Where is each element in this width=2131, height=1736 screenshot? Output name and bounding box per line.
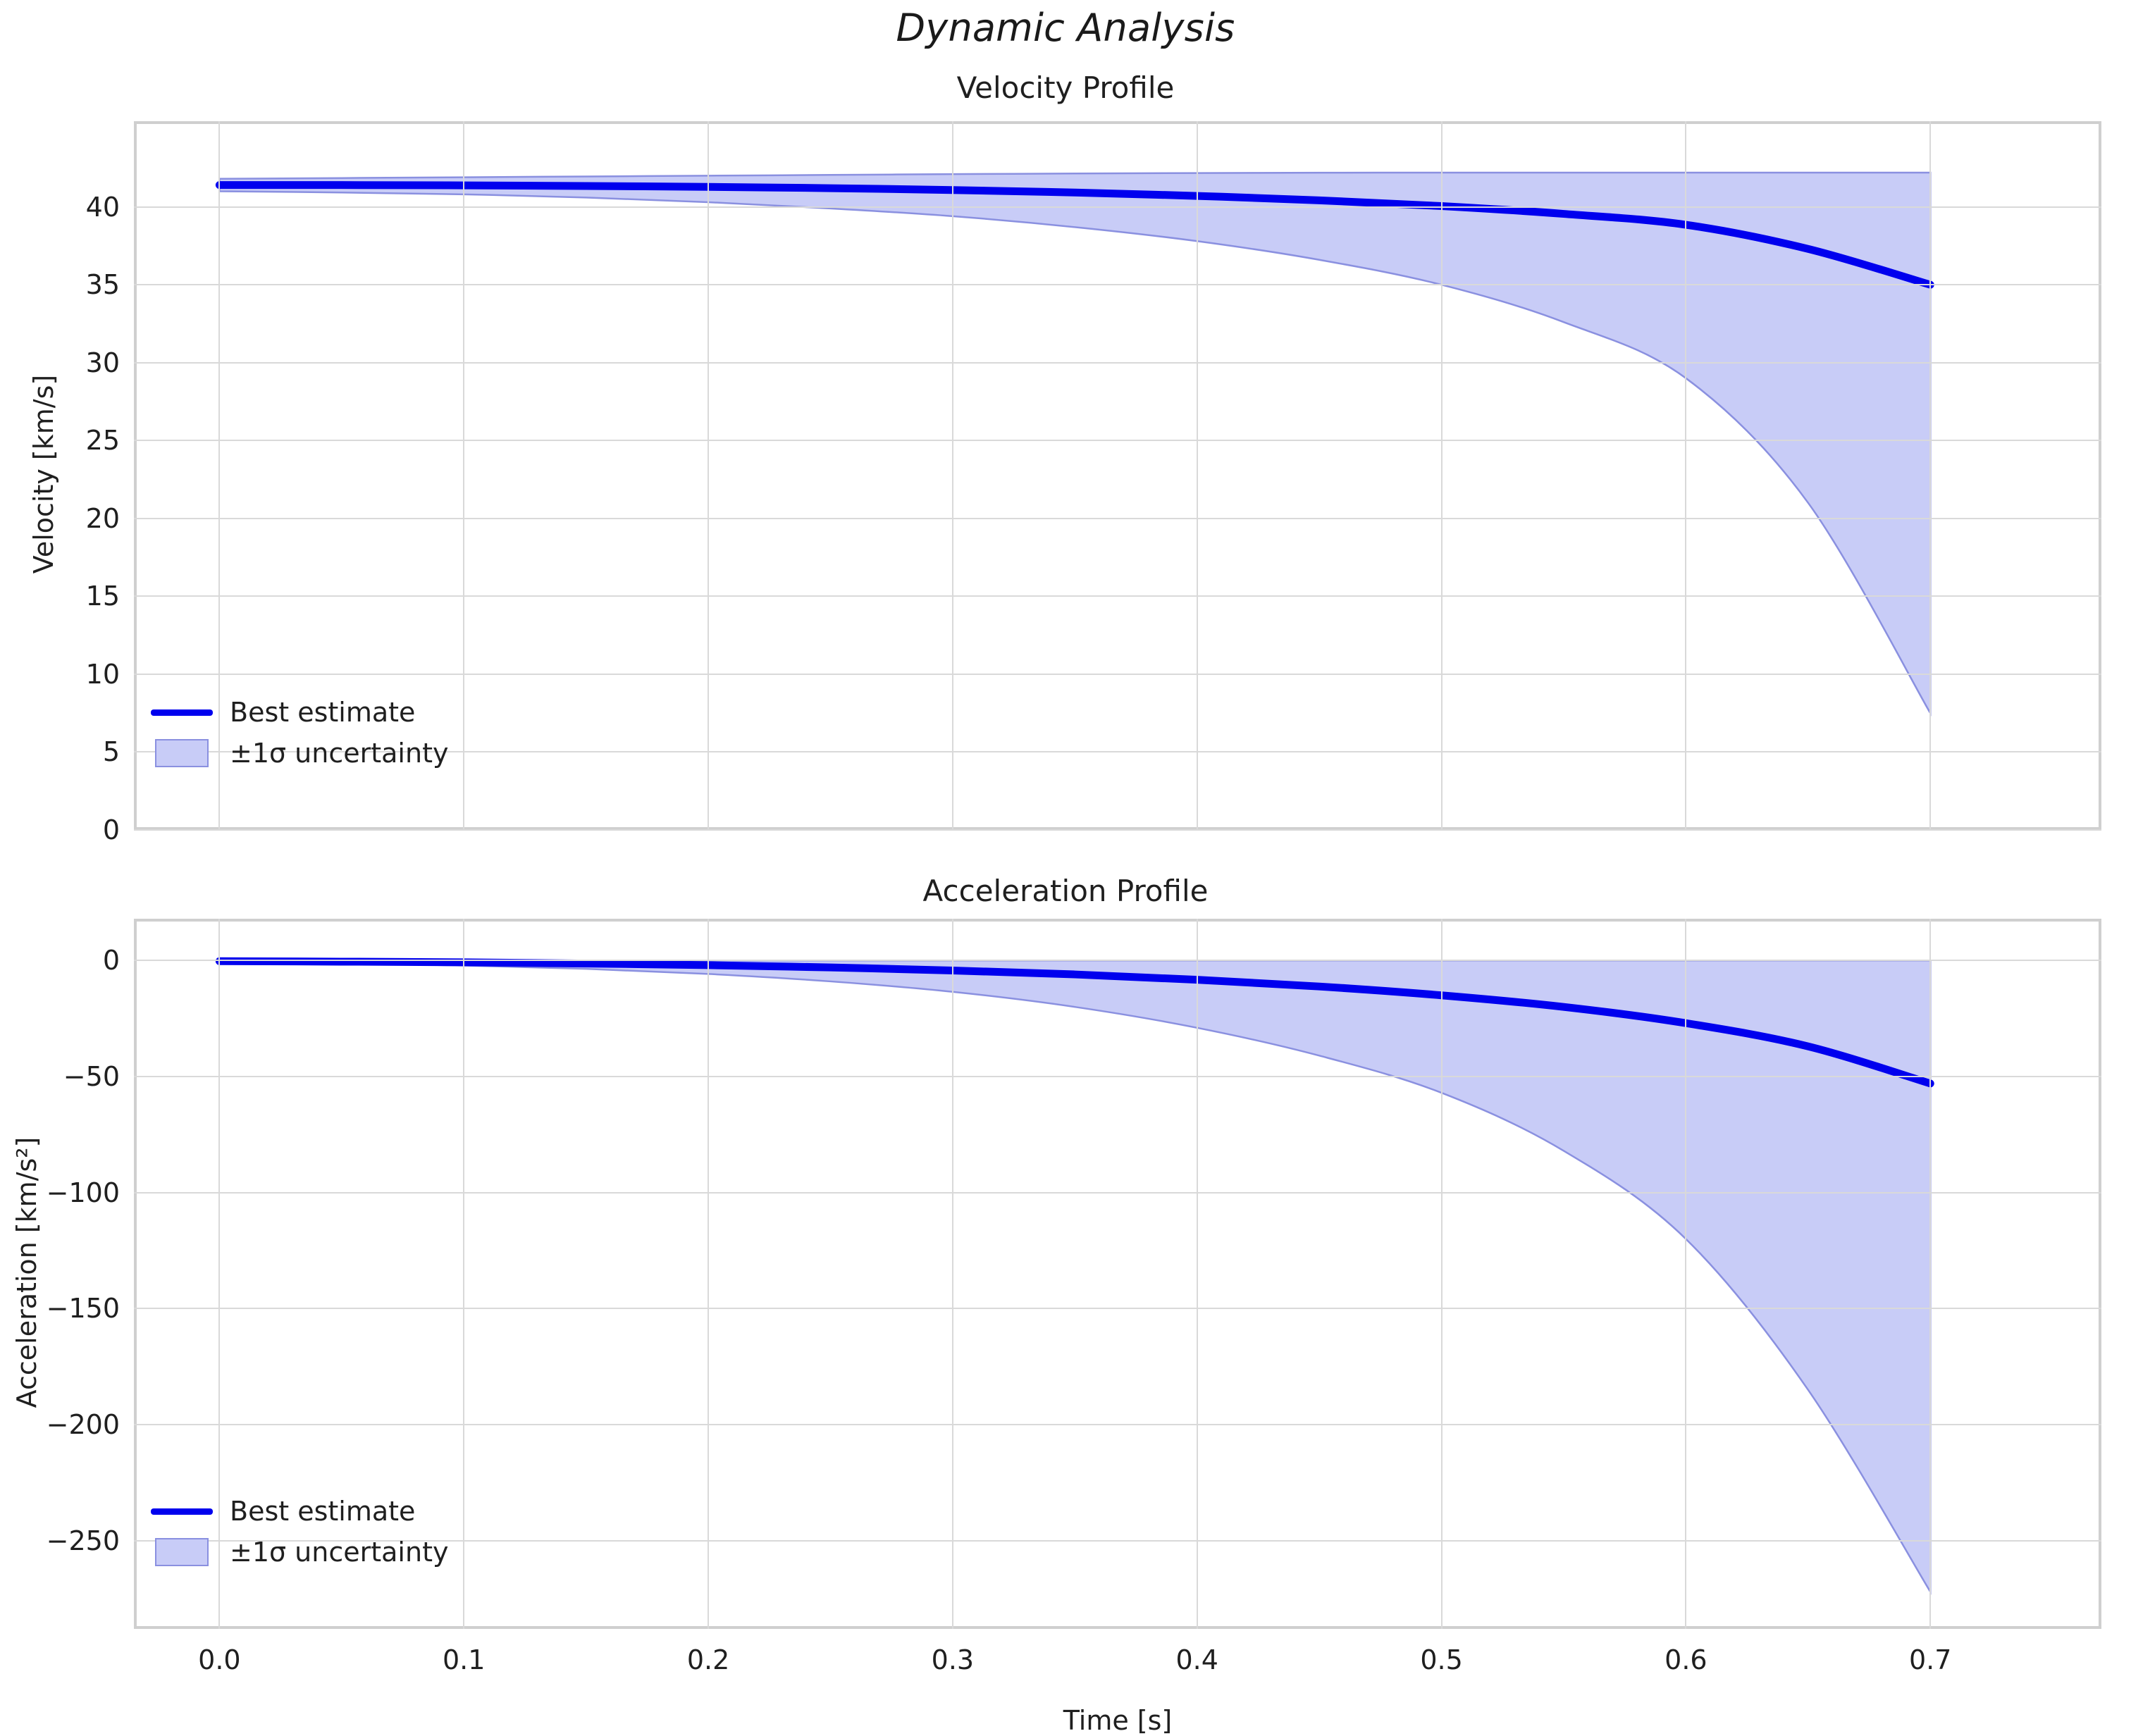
velocity-spine-left [134, 121, 137, 830]
gridline-horizontal [134, 673, 2101, 675]
legend-label-best-estimate: Best estimate [230, 697, 416, 728]
gridline-vertical [951, 919, 953, 1629]
velocity-y-tick-label: 0 [102, 814, 120, 845]
gridline-horizontal [134, 1191, 2101, 1194]
legend-label-uncertainty: ±1σ uncertainty [230, 738, 449, 769]
acceleration-y-tick-label: −50 [63, 1061, 120, 1092]
x-tick-label: 0.6 [1664, 1644, 1707, 1675]
x-tick-label: 0.0 [198, 1644, 241, 1675]
velocity-y-tick-label: 15 [85, 581, 120, 612]
acceleration-y-tick-label: −250 [46, 1525, 120, 1556]
velocity-spine-right [2099, 121, 2101, 830]
velocity-panel-title: Velocity Profile [956, 70, 1175, 105]
gridline-vertical [463, 919, 465, 1629]
velocity-uncertainty-band [218, 171, 1932, 717]
gridline-horizontal [134, 1308, 2101, 1310]
acceleration-y-axis-label: Acceleration [km/s²] [11, 1136, 42, 1408]
x-tick-label: 0.2 [686, 1644, 730, 1675]
gridline-horizontal [134, 595, 2101, 597]
gridline-vertical [1929, 121, 1932, 830]
x-tick-label: 0.3 [931, 1644, 975, 1675]
legend-entry-uncertainty: ±1σ uncertainty [149, 733, 448, 774]
acceleration-legend: Best estimate ±1σ uncertainty [149, 1491, 448, 1573]
gridline-horizontal [134, 440, 2101, 442]
legend-line-swatch-icon [149, 1508, 214, 1515]
legend-label-best-estimate: Best estimate [230, 1496, 416, 1527]
velocity-y-tick-label: 10 [85, 658, 120, 690]
velocity-axes [134, 121, 2101, 831]
acceleration-spine-bottom [134, 1626, 2101, 1629]
legend-label-uncertainty: ±1σ uncertainty [230, 1537, 449, 1568]
gridline-vertical [708, 919, 710, 1629]
velocity-y-tick-label: 35 [85, 269, 120, 301]
velocity-spine-top [134, 121, 2101, 124]
legend-entry-best-estimate: Best estimate [149, 1491, 448, 1532]
legend-patch-swatch-icon [149, 1538, 214, 1566]
velocity-y-tick-label: 40 [85, 191, 120, 223]
gridline-horizontal [134, 361, 2101, 364]
gridline-vertical [1929, 919, 1932, 1629]
x-tick-label: 0.4 [1175, 1644, 1218, 1675]
velocity-spine-bottom [134, 827, 2101, 830]
legend-line-swatch-icon [149, 709, 214, 716]
gridline-vertical [463, 121, 465, 830]
acceleration-spine-right [2099, 919, 2101, 1629]
gridline-horizontal [134, 1539, 2101, 1542]
gridline-horizontal [134, 751, 2101, 753]
gridline-horizontal [134, 1076, 2101, 1077]
acceleration-uncertainty-band [218, 960, 1932, 1595]
acceleration-spine-left [134, 919, 137, 1629]
gridline-vertical [1685, 919, 1687, 1629]
acceleration-y-tick-label: 0 [102, 945, 120, 976]
gridline-vertical [1196, 121, 1198, 830]
gridline-vertical [951, 121, 953, 830]
legend-entry-best-estimate: Best estimate [149, 692, 448, 733]
velocity-best-estimate-line [215, 181, 1934, 289]
gridline-vertical [708, 121, 710, 830]
figure-suptitle: Dynamic Analysis [896, 6, 1235, 50]
legend-patch-swatch-icon [149, 739, 214, 767]
velocity-y-tick-label: 30 [85, 347, 120, 378]
gridline-horizontal [134, 1424, 2101, 1426]
acceleration-y-tick-label: −100 [46, 1177, 120, 1208]
acceleration-panel-title: Acceleration Profile [922, 874, 1209, 908]
velocity-y-axis-label: Velocity [km/s] [28, 374, 59, 574]
legend-entry-uncertainty: ±1σ uncertainty [149, 1532, 448, 1573]
acceleration-best-estimate-line [215, 957, 1934, 1088]
x-axis-label: Time [s] [1063, 1705, 1173, 1736]
gridline-horizontal [134, 284, 2101, 286]
velocity-legend: Best estimate ±1σ uncertainty [149, 692, 448, 774]
gridline-vertical [218, 919, 221, 1629]
acceleration-y-tick-label: −200 [46, 1409, 120, 1441]
x-tick-label: 0.5 [1420, 1644, 1463, 1675]
x-tick-label: 0.7 [1908, 1644, 1952, 1675]
acceleration-axes [134, 919, 2101, 1629]
x-tick-label: 0.1 [443, 1644, 486, 1675]
gridline-vertical [1685, 121, 1687, 830]
gridline-vertical [1440, 919, 1443, 1629]
velocity-y-tick-label: 5 [102, 736, 120, 768]
acceleration-y-tick-label: −150 [46, 1293, 120, 1325]
gridline-horizontal [134, 829, 2101, 831]
gridline-vertical [218, 121, 221, 830]
velocity-y-tick-label: 20 [85, 502, 120, 534]
acceleration-spine-top [134, 919, 2101, 922]
gridline-vertical [1440, 121, 1443, 830]
gridline-horizontal [134, 960, 2101, 962]
velocity-y-tick-label: 25 [85, 425, 120, 457]
gridline-horizontal [134, 206, 2101, 208]
gridline-vertical [1196, 919, 1198, 1629]
gridline-horizontal [134, 517, 2101, 519]
